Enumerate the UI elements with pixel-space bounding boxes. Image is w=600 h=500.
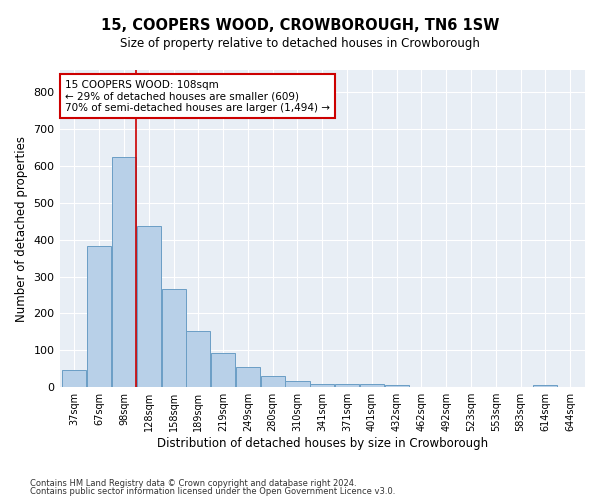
Text: 15, COOPERS WOOD, CROWBOROUGH, TN6 1SW: 15, COOPERS WOOD, CROWBOROUGH, TN6 1SW [101,18,499,32]
Bar [236,367,260,387]
Bar [385,386,409,387]
Bar [260,376,285,387]
Bar [62,370,86,387]
Bar [187,331,211,387]
Bar [533,386,557,387]
Text: Size of property relative to detached houses in Crowborough: Size of property relative to detached ho… [120,38,480,51]
Bar [112,156,136,387]
Y-axis label: Number of detached properties: Number of detached properties [15,136,28,322]
Bar [161,290,185,387]
Text: Contains public sector information licensed under the Open Government Licence v3: Contains public sector information licen… [30,487,395,496]
Bar [137,226,161,387]
Bar [360,384,384,387]
Bar [87,246,111,387]
Text: 15 COOPERS WOOD: 108sqm
← 29% of detached houses are smaller (609)
70% of semi-d: 15 COOPERS WOOD: 108sqm ← 29% of detache… [65,80,330,112]
Bar [211,354,235,387]
Bar [286,380,310,387]
Bar [335,384,359,387]
Bar [310,384,334,387]
Text: Contains HM Land Registry data © Crown copyright and database right 2024.: Contains HM Land Registry data © Crown c… [30,478,356,488]
X-axis label: Distribution of detached houses by size in Crowborough: Distribution of detached houses by size … [157,437,488,450]
